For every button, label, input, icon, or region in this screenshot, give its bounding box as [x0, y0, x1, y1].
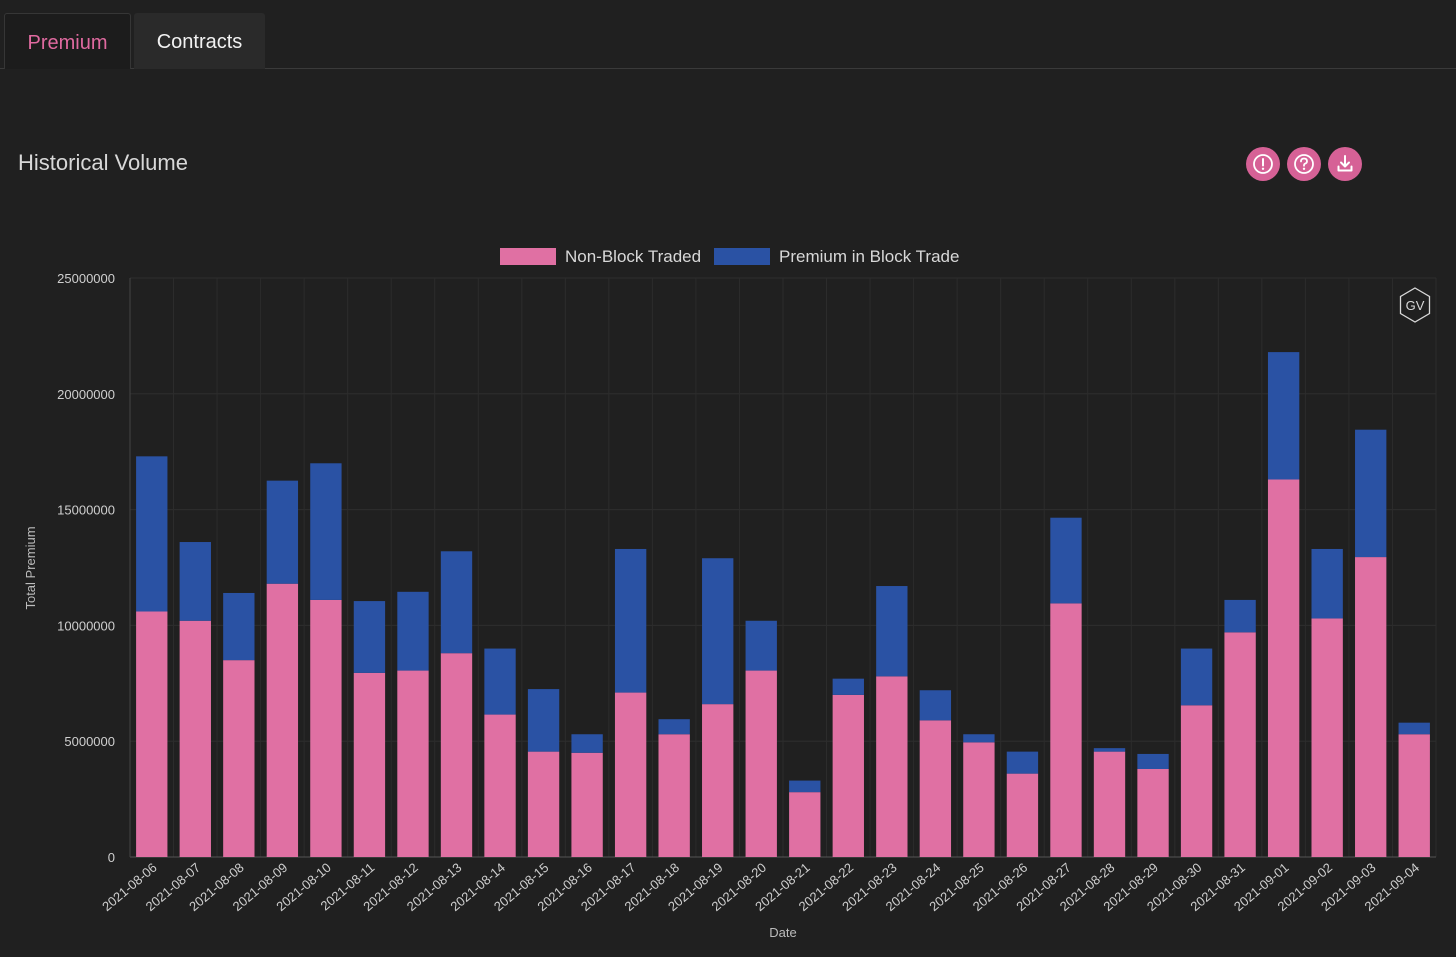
- y-tick-label: 15000000: [57, 503, 115, 518]
- bar-non-block[interactable]: [702, 704, 734, 857]
- legend-swatch-block[interactable]: [714, 248, 770, 265]
- watermark-text: GV: [1406, 298, 1425, 313]
- bar-non-block[interactable]: [658, 734, 690, 857]
- bar-block[interactable]: [397, 591, 429, 671]
- bar-non-block[interactable]: [1093, 751, 1126, 857]
- y-tick-label: 25000000: [57, 271, 115, 286]
- bar-block[interactable]: [1398, 722, 1430, 735]
- bar-non-block[interactable]: [527, 751, 560, 857]
- stacked-bar-chart: Non-Block Traded Premium in Block Trade …: [23, 247, 1437, 940]
- bar-block[interactable]: [1006, 751, 1039, 774]
- bar-non-block[interactable]: [1398, 734, 1430, 857]
- bar-non-block[interactable]: [789, 792, 821, 857]
- bar-block[interactable]: [919, 690, 952, 721]
- y-tick-label: 20000000: [57, 387, 115, 402]
- bar-block[interactable]: [1355, 429, 1387, 558]
- tab-premium[interactable]: Premium: [4, 13, 131, 69]
- bar-non-block[interactable]: [1267, 479, 1300, 857]
- bar-block[interactable]: [1180, 648, 1213, 706]
- legend-label-block[interactable]: Premium in Block Trade: [779, 247, 959, 266]
- bar-non-block[interactable]: [484, 714, 516, 857]
- bar-block[interactable]: [832, 678, 864, 695]
- legend[interactable]: Non-Block Traded Premium in Block Trade: [500, 247, 959, 266]
- bar-block[interactable]: [527, 689, 560, 752]
- download-icon: [1337, 155, 1353, 172]
- bar-non-block[interactable]: [440, 653, 473, 857]
- bar-non-block[interactable]: [1224, 632, 1256, 857]
- bar-non-block[interactable]: [136, 611, 168, 857]
- bar-block[interactable]: [223, 592, 255, 661]
- bar-block[interactable]: [1311, 548, 1343, 619]
- bar-non-block[interactable]: [353, 672, 386, 857]
- bar-block[interactable]: [658, 719, 690, 735]
- bar-block[interactable]: [1050, 517, 1082, 604]
- bar-non-block[interactable]: [1050, 603, 1082, 857]
- bar-non-block[interactable]: [397, 670, 429, 857]
- bar-non-block[interactable]: [1006, 773, 1039, 857]
- question-circle-icon: [1294, 154, 1314, 174]
- bar-non-block[interactable]: [223, 660, 255, 857]
- bar-block[interactable]: [571, 734, 603, 753]
- bar-block[interactable]: [1267, 352, 1300, 480]
- bar-block[interactable]: [484, 648, 516, 715]
- bar-block[interactable]: [1137, 753, 1169, 769]
- page-title: Historical Volume: [18, 150, 188, 175]
- bar-block[interactable]: [614, 548, 647, 693]
- exclamation-circle-icon: [1253, 154, 1273, 174]
- help-button[interactable]: [1287, 147, 1321, 181]
- bar-block[interactable]: [789, 780, 821, 793]
- info-button[interactable]: [1246, 147, 1280, 181]
- bar-block[interactable]: [1093, 748, 1126, 752]
- bars: [136, 352, 1430, 857]
- bar-block[interactable]: [440, 551, 473, 654]
- bar-block[interactable]: [745, 620, 777, 671]
- bar-non-block[interactable]: [1311, 618, 1343, 857]
- y-tick-label: 0: [108, 850, 115, 865]
- bar-non-block[interactable]: [266, 583, 299, 857]
- bar-non-block[interactable]: [919, 720, 952, 857]
- bar-non-block[interactable]: [179, 620, 211, 857]
- bar-block[interactable]: [963, 734, 995, 743]
- x-axis-ticks: 2021-08-062021-08-072021-08-082021-08-09…: [99, 860, 1422, 914]
- legend-swatch-non-block[interactable]: [500, 248, 556, 265]
- bar-non-block[interactable]: [832, 694, 864, 857]
- bar-block[interactable]: [1224, 599, 1256, 633]
- x-axis-title: Date: [769, 925, 796, 940]
- bar-non-block[interactable]: [310, 599, 342, 857]
- bar-non-block[interactable]: [571, 752, 603, 857]
- bar-block[interactable]: [353, 601, 386, 673]
- bar-non-block[interactable]: [963, 742, 995, 857]
- bar-non-block[interactable]: [876, 676, 908, 857]
- y-tick-label: 5000000: [64, 734, 115, 749]
- bar-block[interactable]: [702, 558, 734, 705]
- bar-block[interactable]: [179, 542, 211, 621]
- bar-block[interactable]: [310, 463, 342, 600]
- download-button[interactable]: [1328, 147, 1362, 181]
- bar-non-block[interactable]: [1137, 768, 1169, 857]
- bar-non-block[interactable]: [745, 670, 777, 857]
- bar-non-block[interactable]: [1180, 705, 1213, 857]
- legend-label-non-block[interactable]: Non-Block Traded: [565, 247, 701, 266]
- bar-block[interactable]: [136, 456, 168, 612]
- chart-container: Non-Block Traded Premium in Block Trade …: [0, 220, 1456, 957]
- watermark: GV: [1399, 287, 1431, 323]
- bar-block[interactable]: [266, 480, 299, 584]
- tab-bar: Premium Contracts: [0, 0, 1456, 69]
- y-axis-ticks: 0 5000000 10000000 15000000 20000000 25000000: [57, 271, 115, 865]
- grid-lines: [129, 277, 1437, 858]
- y-tick-label: 10000000: [57, 618, 115, 633]
- bar-block[interactable]: [876, 586, 908, 677]
- y-axis-title: Total Premium: [23, 526, 38, 609]
- tab-contracts[interactable]: Contracts: [134, 13, 265, 69]
- bar-non-block[interactable]: [614, 692, 647, 857]
- bar-non-block[interactable]: [1355, 557, 1387, 857]
